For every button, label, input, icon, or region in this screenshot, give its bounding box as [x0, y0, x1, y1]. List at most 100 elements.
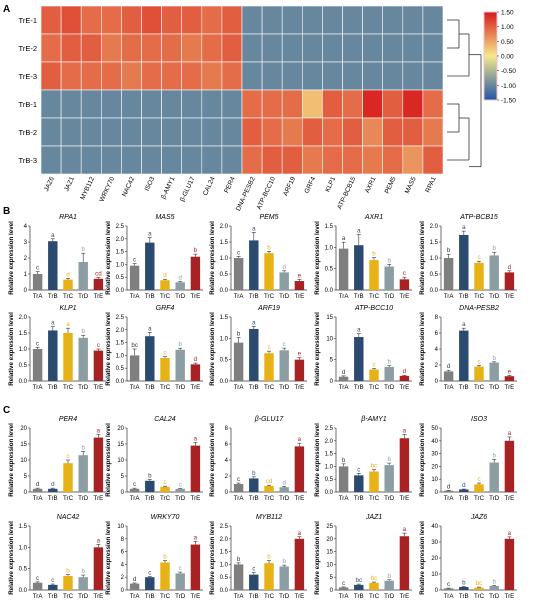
- heatmap-cell: [40, 145, 62, 175]
- bar-chart-ATP-BCB15: ATP-BCB15 Relative expression level 0.0 0.5…: [419, 214, 517, 300]
- heatmap-cell: [121, 5, 142, 35]
- heatmap-cell: [181, 61, 203, 91]
- bar: [459, 586, 469, 590]
- significance-letter: d: [194, 356, 198, 363]
- heatmap-col-label: PER4: [223, 176, 237, 195]
- bar: [175, 282, 185, 290]
- heatmap-col-label: RPA1: [424, 176, 437, 194]
- x-tick-label: TrA: [444, 593, 455, 600]
- heatmap-cell: [80, 33, 102, 63]
- bar: [249, 328, 259, 381]
- x-tick-label: TrD: [279, 384, 290, 391]
- y-tick-label: 10: [326, 336, 333, 342]
- bar: [384, 465, 394, 492]
- heatmap-row-label: TrE-3: [19, 72, 37, 81]
- chart-title: β-GLU17: [254, 416, 285, 423]
- x-tick-label: TrD: [78, 384, 89, 391]
- heatmap-col-label: DNA-PESB2: [235, 176, 257, 213]
- x-tick-label: TrD: [384, 293, 395, 300]
- heatmap-cell: [402, 5, 424, 35]
- chart-title: JAZ1: [365, 514, 382, 521]
- x-tick-label: TrE: [295, 495, 305, 502]
- heatmap-cell: [281, 145, 303, 175]
- heatmap-cell: [301, 89, 323, 119]
- y-tick-label: 40: [431, 439, 438, 445]
- heatmap-cell: [342, 89, 363, 119]
- chart-title: JAZ6: [470, 514, 487, 521]
- y-tick-label: 8: [225, 426, 229, 432]
- y-tick-label: 0.0: [116, 288, 125, 294]
- bar: [338, 248, 349, 290]
- heatmap-cell: [201, 33, 223, 63]
- bar: [443, 588, 454, 590]
- significance-letter: b: [163, 554, 167, 561]
- heatmap-cell: [221, 145, 243, 175]
- x-tick-label: TrC: [474, 593, 485, 600]
- significance-letter: b: [81, 246, 85, 253]
- significance-letter: b: [492, 578, 496, 585]
- significance-letter: b: [237, 556, 241, 563]
- x-tick-label: TrC: [264, 293, 275, 300]
- x-tick-label: TrE: [400, 293, 410, 300]
- significance-letter: b: [81, 444, 85, 451]
- significance-letter: a: [508, 430, 512, 437]
- heatmap-cell: [221, 5, 243, 35]
- heatmap-cell: [322, 61, 343, 91]
- x-tick-label: TrE: [505, 495, 515, 502]
- y-tick-label: 0.5: [325, 267, 334, 273]
- heatmap-cell: [121, 117, 142, 147]
- y-axis-label: Relative expression level: [8, 521, 15, 595]
- significance-letter: d: [462, 482, 466, 489]
- heatmap-col-label: ATP-BCC10: [256, 176, 277, 211]
- y-tick-label: 1.5: [220, 550, 229, 556]
- x-tick-label: TrE: [505, 384, 515, 391]
- significance-letter: c: [477, 476, 480, 483]
- chart-title: ARF19: [257, 305, 280, 312]
- y-tick-label: 0.5: [19, 567, 28, 573]
- x-tick-label: TrD: [175, 495, 186, 502]
- bar-chart-β-AMY1: β-AMY1 Relative expression level 0.0 0.5 1.0…: [314, 416, 412, 502]
- significance-letter: d: [36, 481, 40, 488]
- chart-title: β-AMY1: [360, 416, 386, 423]
- y-tick-label: 0.5: [325, 477, 334, 483]
- x-tick-label: TrD: [279, 293, 290, 300]
- significance-letter: e: [508, 368, 512, 375]
- y-tick-label: 5: [24, 474, 28, 480]
- chart-title: PER4: [59, 416, 77, 423]
- chart-title: WRKY70: [151, 514, 180, 521]
- heatmap-cell: [281, 33, 303, 63]
- y-axis-label: Relative expression level: [209, 423, 216, 497]
- heatmap-cell: [141, 145, 162, 175]
- significance-letter: c: [237, 249, 240, 256]
- x-tick-label: TrE: [505, 593, 515, 600]
- panel-label-c: C: [3, 405, 10, 416]
- heatmap-cell: [382, 145, 404, 175]
- y-tick-label: 1.5: [19, 331, 28, 337]
- bar: [354, 337, 364, 381]
- bar-chart-ARF19: ARF19 Relative expression level 0.0 0.5 1.0 1…: [209, 305, 307, 391]
- heatmap-row-label: TrE-1: [19, 16, 37, 25]
- heatmap-cell: [201, 89, 223, 119]
- y-tick-label: 0.0: [325, 490, 334, 496]
- heatmap-cell: [301, 117, 323, 147]
- x-tick-label: TrA: [130, 293, 141, 300]
- y-tick-label: 2.5: [116, 315, 125, 321]
- y-tick-label: 0.0: [19, 379, 28, 385]
- bar: [190, 364, 201, 381]
- heatmap-cell: [101, 117, 122, 147]
- y-tick-label: 1.5: [116, 250, 125, 256]
- heatmap-cell: [101, 61, 122, 91]
- x-tick-label: TrD: [279, 495, 290, 502]
- y-tick-label: 0.5: [220, 272, 229, 278]
- significance-letter: d: [282, 264, 286, 271]
- significance-letter: bc: [371, 462, 378, 469]
- heatmap-cell: [221, 33, 243, 63]
- x-tick-label: TrB: [459, 384, 469, 391]
- y-tick-label: 4: [435, 347, 439, 353]
- bar: [63, 333, 73, 381]
- bar: [32, 349, 43, 381]
- bar: [459, 234, 469, 290]
- heatmap-col-label: JAZ1: [63, 176, 76, 193]
